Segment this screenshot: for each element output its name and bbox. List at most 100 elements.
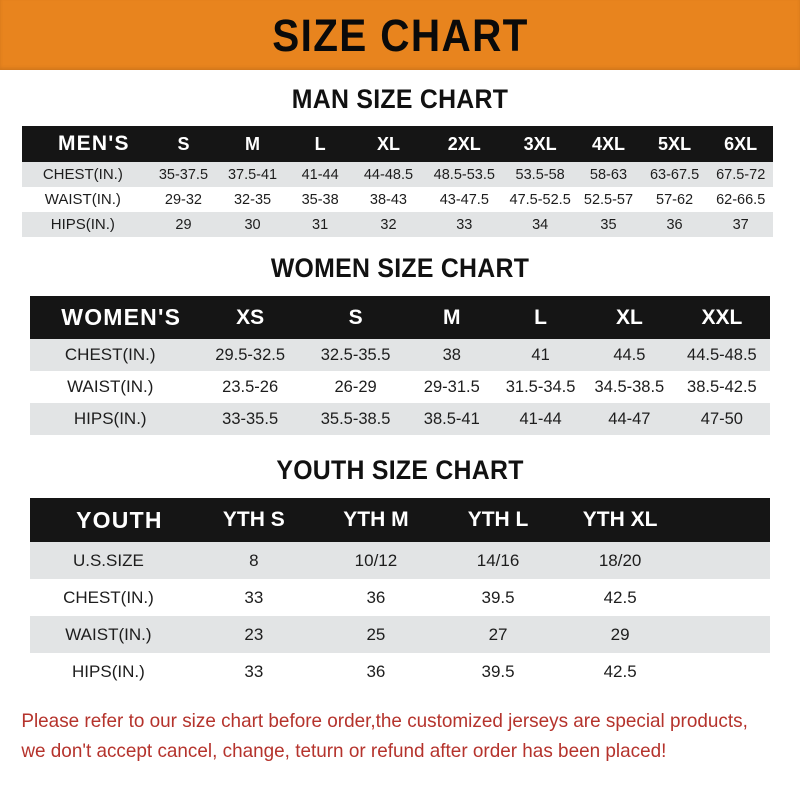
- man-section-title: MAN SIZE CHART: [291, 84, 509, 114]
- cell: 8: [249, 550, 259, 570]
- cell: 47-50: [700, 409, 743, 428]
- women-section-title: WOMEN SIZE CHART: [270, 253, 530, 283]
- cell: 38.5-41: [423, 409, 480, 428]
- column-header: YTH S: [222, 508, 285, 531]
- cell: 33-35.5: [222, 409, 279, 428]
- footer-disclaimer: Please refer to our size chart before or…: [0, 706, 776, 766]
- cell: 27: [488, 624, 508, 644]
- table-row: CHEST(IN.) 35-37.5 37.5-41 41-44 44-48.5…: [22, 162, 773, 187]
- cell: 58-63: [589, 166, 628, 183]
- cell: 52.5-57: [583, 191, 634, 208]
- cell: 14/16: [476, 550, 520, 570]
- youth-size-table-wrap: YOUTH YTH S YTH M YTH L YTH XL U.S.SIZE …: [0, 498, 800, 690]
- cell: 34: [532, 216, 549, 233]
- cell: 35-38: [301, 191, 339, 208]
- table-row: WAIST(IN.) 29-32 32-35 35-38 38-43 43-47…: [22, 187, 773, 212]
- cell-spacer: [681, 542, 770, 579]
- column-header: 3XL: [523, 133, 557, 154]
- column-header: YTH XL: [582, 508, 658, 531]
- row-label: WAIST(IN.): [65, 624, 152, 644]
- cell-spacer: [681, 579, 770, 616]
- cell: 38.5-42.5: [687, 377, 757, 396]
- women-corner-label: WOMEN'S: [61, 304, 182, 330]
- column-header: S: [348, 305, 363, 329]
- cell: 42.5: [603, 587, 637, 607]
- cell: 25: [366, 624, 386, 644]
- cell: 10/12: [354, 550, 398, 570]
- cell: 67.5-72: [716, 166, 766, 183]
- cell-spacer: [681, 616, 770, 653]
- cell: 33: [244, 661, 264, 681]
- row-label: CHEST(IN.): [63, 587, 154, 607]
- cell: 29-31.5: [423, 377, 480, 396]
- cell: 33: [456, 216, 473, 233]
- page-banner: SIZE CHART: [0, 0, 800, 70]
- cell: 41-44: [301, 166, 339, 183]
- cell: 38: [442, 345, 461, 364]
- footer-line-1: Please refer to our size chart before or…: [21, 710, 748, 732]
- column-header: YTH M: [343, 508, 409, 531]
- cell: 29: [610, 624, 630, 644]
- table-row: HIPS(IN.) 29 30 31 32 33 34 35 36 37: [22, 212, 773, 237]
- column-header: L: [534, 305, 547, 329]
- man-corner-label: MEN'S: [57, 132, 130, 155]
- cell: 41-44: [519, 409, 562, 428]
- cell: 39.5: [481, 661, 515, 681]
- column-header: 5XL: [658, 133, 692, 154]
- cell: 26-29: [334, 377, 377, 396]
- cell: 35-37.5: [158, 166, 209, 183]
- cell: 36: [666, 216, 683, 233]
- cell: 44.5-48.5: [687, 345, 757, 364]
- cell: 62-66.5: [716, 191, 766, 208]
- cell: 29: [175, 216, 192, 233]
- column-header: XL: [615, 305, 643, 329]
- table-row: CHEST(IN.) 29.5-32.5 32.5-35.5 38 41 44.…: [30, 339, 770, 371]
- cell: 29.5-32.5: [215, 345, 286, 364]
- cell: 47.5-52.5: [509, 191, 571, 208]
- cell: 57-62: [656, 191, 694, 208]
- column-header: 6XL: [724, 133, 758, 154]
- cell: 31: [312, 216, 329, 233]
- cell: 23: [244, 624, 264, 644]
- table-row: HIPS(IN.) 33-35.5 35.5-38.5 38.5-41 41-4…: [30, 403, 770, 435]
- table-row: U.S.SIZE 8 10/12 14/16 18/20: [30, 542, 770, 579]
- table-header-row: MEN'S S M L XL 2XL 3XL 4XL 5XL 6XL: [22, 126, 773, 162]
- cell: 39.5: [481, 587, 515, 607]
- row-label: U.S.SIZE: [72, 550, 144, 570]
- column-header: XXL: [701, 305, 743, 329]
- cell: 33: [244, 587, 264, 607]
- youth-size-table: YOUTH YTH S YTH M YTH L YTH XL U.S.SIZE …: [30, 498, 770, 690]
- cell: 44-48.5: [363, 166, 414, 183]
- cell: 37: [732, 216, 749, 233]
- cell: 44.5: [613, 345, 646, 364]
- column-header: 2XL: [447, 133, 481, 154]
- table-row: CHEST(IN.) 33 36 39.5 42.5: [30, 579, 770, 616]
- row-label: HIPS(IN.): [72, 661, 145, 681]
- women-size-table-wrap: WOMEN'S XS S M L XL XXL CHEST(IN.) 29.5-…: [0, 296, 800, 435]
- cell: 23.5-26: [222, 377, 279, 396]
- column-header: S: [177, 133, 190, 154]
- row-label: CHEST(IN.): [42, 166, 123, 183]
- cell: 38-43: [369, 191, 407, 208]
- cell: 35.5-38.5: [320, 409, 391, 428]
- man-size-table-wrap: MEN'S S M L XL 2XL 3XL 4XL 5XL 6XL CHEST…: [0, 126, 800, 237]
- women-size-table: WOMEN'S XS S M L XL XXL CHEST(IN.) 29.5-…: [30, 296, 770, 435]
- man-size-table: MEN'S S M L XL 2XL 3XL 4XL 5XL 6XL CHEST…: [22, 126, 773, 237]
- table-row: HIPS(IN.) 33 36 39.5 42.5: [30, 653, 770, 690]
- row-label: WAIST(IN.): [67, 377, 154, 396]
- cell: 18/20: [598, 550, 642, 570]
- cell: 42.5: [603, 661, 637, 681]
- cell: 63-67.5: [649, 166, 700, 183]
- cell: 43-47.5: [439, 191, 489, 208]
- table-row: WAIST(IN.) 23 25 27 29: [30, 616, 770, 653]
- column-header: YTH L: [467, 508, 529, 531]
- column-header: 4XL: [591, 133, 625, 154]
- column-header-spacer: [681, 498, 770, 542]
- cell: 36: [366, 587, 386, 607]
- cell: 37.5-41: [227, 166, 278, 183]
- cell: 48.5-53.5: [433, 166, 495, 183]
- column-header: XL: [376, 133, 400, 154]
- cell: 35: [600, 216, 617, 233]
- cell: 31.5-34.5: [505, 377, 576, 396]
- cell: 41: [531, 345, 550, 364]
